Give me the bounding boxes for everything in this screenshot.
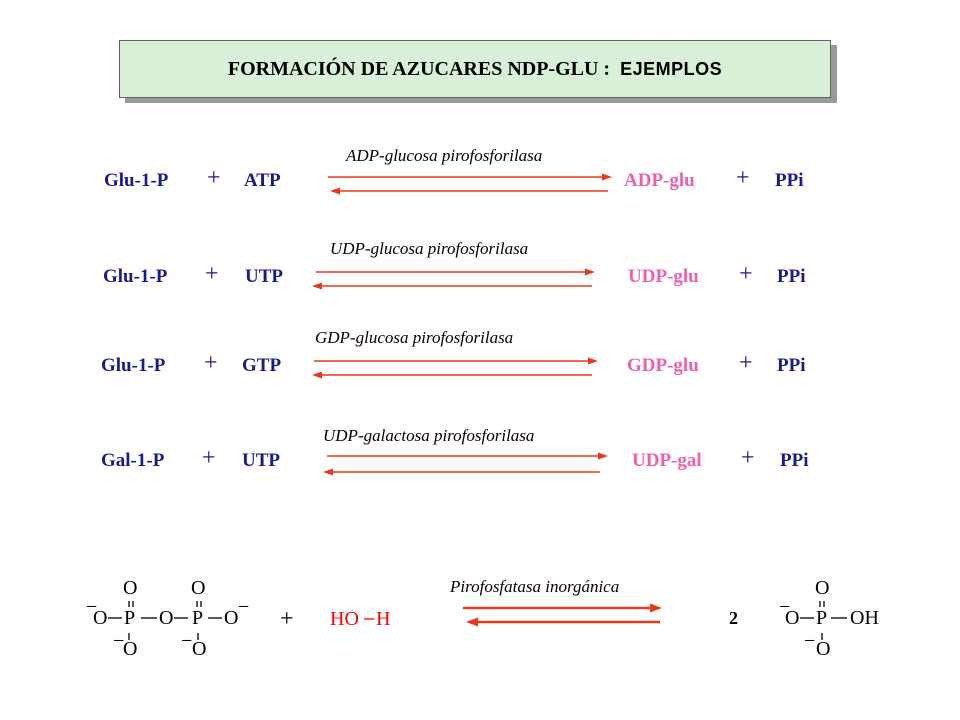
ppi-phosphorus-2: P <box>192 607 204 629</box>
byproduct-4: PPi <box>780 450 809 471</box>
substrate-1: Glu-1-P <box>104 170 169 191</box>
byproduct-1: PPi <box>775 170 804 191</box>
plus-3b: + <box>739 350 753 376</box>
product-2: UDP-glu <box>628 266 699 287</box>
hydrolysis-enzyme: Pirofosfatasa inorgánica <box>450 577 620 596</box>
plus-2a: + <box>205 261 219 287</box>
nucleotide-3: GTP <box>242 355 282 376</box>
ppi-charge-right: − <box>238 596 250 618</box>
byproduct-3: PPi <box>777 355 806 376</box>
title-box: FORMACIÓN DE AZUCARES NDP-GLU : EJEMPLOS <box>119 40 831 98</box>
phosphate-coefficient: 2 <box>729 608 738 628</box>
pi-oxygen-top: O <box>815 577 830 599</box>
hydrolysis-equilibrium-arrow <box>463 603 662 627</box>
equilibrium-arrow-4 <box>323 452 608 476</box>
ppi-oxygen-left: O <box>93 607 108 629</box>
pi-charge-bottom: − <box>804 630 816 652</box>
ppi-charge-bottom-1: − <box>113 630 125 652</box>
plus-3a: + <box>204 350 218 376</box>
title-emph: EJEMPLOS <box>620 58 723 79</box>
water-ho: HO <box>330 608 359 630</box>
nucleotide-1: ATP <box>244 170 281 191</box>
enzyme-label-2: UDP-glucosa pirofosforilasa <box>330 239 529 258</box>
ppi-oxygen-top-1: O <box>123 577 138 599</box>
water-h: H <box>376 608 391 630</box>
ppi-oxygen-bottom-2: O <box>192 638 207 660</box>
pi-oxygen-bottom: O <box>816 638 831 660</box>
substrate-2: Glu-1-P <box>103 266 168 287</box>
enzyme-label-4: UDP-galactosa pirofosforilasa <box>323 426 535 445</box>
nucleotide-2: UTP <box>245 266 283 287</box>
ppi-oxygen-bottom-1: O <box>123 638 138 660</box>
pi-phosphorus: P <box>816 607 828 629</box>
ppi-oxygen-right: O <box>224 607 239 629</box>
enzyme-label-1: ADP-glucosa pirofosforilasa <box>346 146 543 165</box>
ppi-oxygen-bridge: O <box>159 607 174 629</box>
plus-4b: + <box>741 445 755 471</box>
substrate-3: Glu-1-P <box>101 355 166 376</box>
equilibrium-arrow-2 <box>312 268 595 290</box>
plus-1b: + <box>736 165 750 191</box>
substrate-4: Gal-1-P <box>101 450 165 471</box>
equilibrium-arrow-3 <box>312 357 598 379</box>
enzyme-label-3: GDP-glucosa pirofosforilasa <box>315 328 514 347</box>
pi-charge-left: − <box>779 596 791 618</box>
nucleotide-4: UTP <box>242 450 280 471</box>
equilibrium-arrow-1 <box>328 173 612 195</box>
ppi-charge-left: − <box>86 596 98 618</box>
plus-4a: + <box>202 445 216 471</box>
product-1: ADP-glu <box>624 170 695 191</box>
ppi-charge-bottom-2: − <box>181 630 193 652</box>
plus-1a: + <box>207 165 221 191</box>
plus-2b: + <box>739 261 753 287</box>
product-4: UDP-gal <box>632 450 702 471</box>
pi-hydroxyl: OH <box>850 607 879 629</box>
product-3: GDP-glu <box>627 355 699 376</box>
byproduct-2: PPi <box>777 266 806 287</box>
ppi-oxygen-top-2: O <box>191 577 206 599</box>
pi-oxygen-left: O <box>785 607 800 629</box>
ppi-phosphorus-1: P <box>124 607 136 629</box>
hydrolysis-plus: + <box>280 606 294 632</box>
title-main: FORMACIÓN DE AZUCARES NDP-GLU : <box>227 57 611 80</box>
